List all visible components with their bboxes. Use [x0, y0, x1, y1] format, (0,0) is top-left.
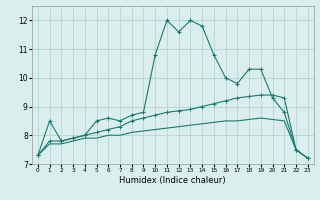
X-axis label: Humidex (Indice chaleur): Humidex (Indice chaleur) — [119, 176, 226, 185]
